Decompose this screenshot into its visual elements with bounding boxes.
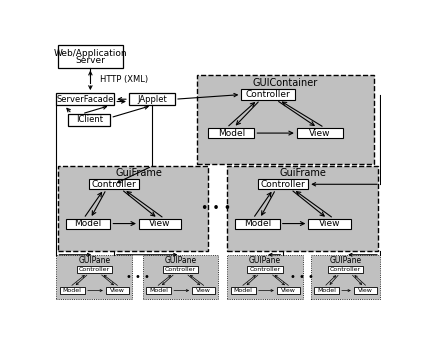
Text: Controller: Controller xyxy=(79,267,110,272)
Text: Controller: Controller xyxy=(261,180,306,189)
Bar xyxy=(66,219,110,228)
Text: ServerFacade: ServerFacade xyxy=(57,95,114,104)
Text: View: View xyxy=(196,288,211,293)
Bar xyxy=(163,265,198,273)
Bar xyxy=(208,128,255,138)
Text: View: View xyxy=(281,288,296,293)
Text: GUIPane: GUIPane xyxy=(164,256,196,265)
Bar xyxy=(139,219,181,228)
Bar xyxy=(308,219,351,228)
Text: Model: Model xyxy=(149,288,168,293)
Text: Model: Model xyxy=(317,288,336,293)
Bar xyxy=(192,287,215,294)
Bar xyxy=(106,287,129,294)
Text: Model: Model xyxy=(244,219,271,228)
Text: View: View xyxy=(149,219,171,228)
Text: • • •: • • • xyxy=(126,272,150,282)
Text: Model: Model xyxy=(63,288,82,293)
Bar xyxy=(227,255,303,299)
Bar xyxy=(247,265,283,273)
Bar xyxy=(57,93,114,105)
Text: Controller: Controller xyxy=(249,267,281,272)
Bar xyxy=(230,287,256,294)
Text: Model: Model xyxy=(74,219,102,228)
Text: Controller: Controller xyxy=(330,267,361,272)
Text: View: View xyxy=(110,288,125,293)
Text: • • •: • • • xyxy=(201,202,231,215)
Bar xyxy=(89,179,139,189)
Text: View: View xyxy=(309,128,331,138)
Bar xyxy=(68,114,110,126)
Text: Controller: Controller xyxy=(91,180,136,189)
Bar xyxy=(143,255,218,299)
Bar xyxy=(197,75,374,164)
Text: Model: Model xyxy=(218,128,245,138)
Text: Controller: Controller xyxy=(246,90,291,99)
Bar xyxy=(60,287,85,294)
Text: GUIPane: GUIPane xyxy=(249,256,281,265)
Bar xyxy=(76,265,112,273)
Bar xyxy=(311,255,380,299)
Bar xyxy=(129,93,175,105)
Bar xyxy=(235,219,280,228)
Text: Web/Application: Web/Application xyxy=(54,48,128,58)
Bar xyxy=(297,128,343,138)
Text: Server: Server xyxy=(76,56,106,65)
Text: GUIContainer: GUIContainer xyxy=(252,78,318,88)
Bar xyxy=(146,287,171,294)
Text: IClient: IClient xyxy=(76,116,103,124)
Bar xyxy=(58,166,208,251)
Text: HTTP (XML): HTTP (XML) xyxy=(100,75,148,84)
Bar xyxy=(58,44,124,67)
Bar xyxy=(328,265,363,273)
Bar xyxy=(277,287,300,294)
Bar xyxy=(227,166,377,251)
Text: • • •: • • • xyxy=(290,272,314,282)
Text: Controller: Controller xyxy=(165,267,196,272)
Bar xyxy=(354,287,377,294)
Bar xyxy=(314,287,339,294)
Text: View: View xyxy=(358,288,373,293)
Bar xyxy=(258,179,308,189)
Text: GUIPane: GUIPane xyxy=(329,256,361,265)
Text: View: View xyxy=(319,219,340,228)
Text: JApplet: JApplet xyxy=(137,95,167,104)
Text: GUIPane: GUIPane xyxy=(78,256,110,265)
Bar xyxy=(57,255,132,299)
Text: GuiFrame: GuiFrame xyxy=(116,168,163,178)
Text: GuiFrame: GuiFrame xyxy=(279,168,326,178)
Bar xyxy=(241,89,295,100)
Text: Model: Model xyxy=(234,288,252,293)
